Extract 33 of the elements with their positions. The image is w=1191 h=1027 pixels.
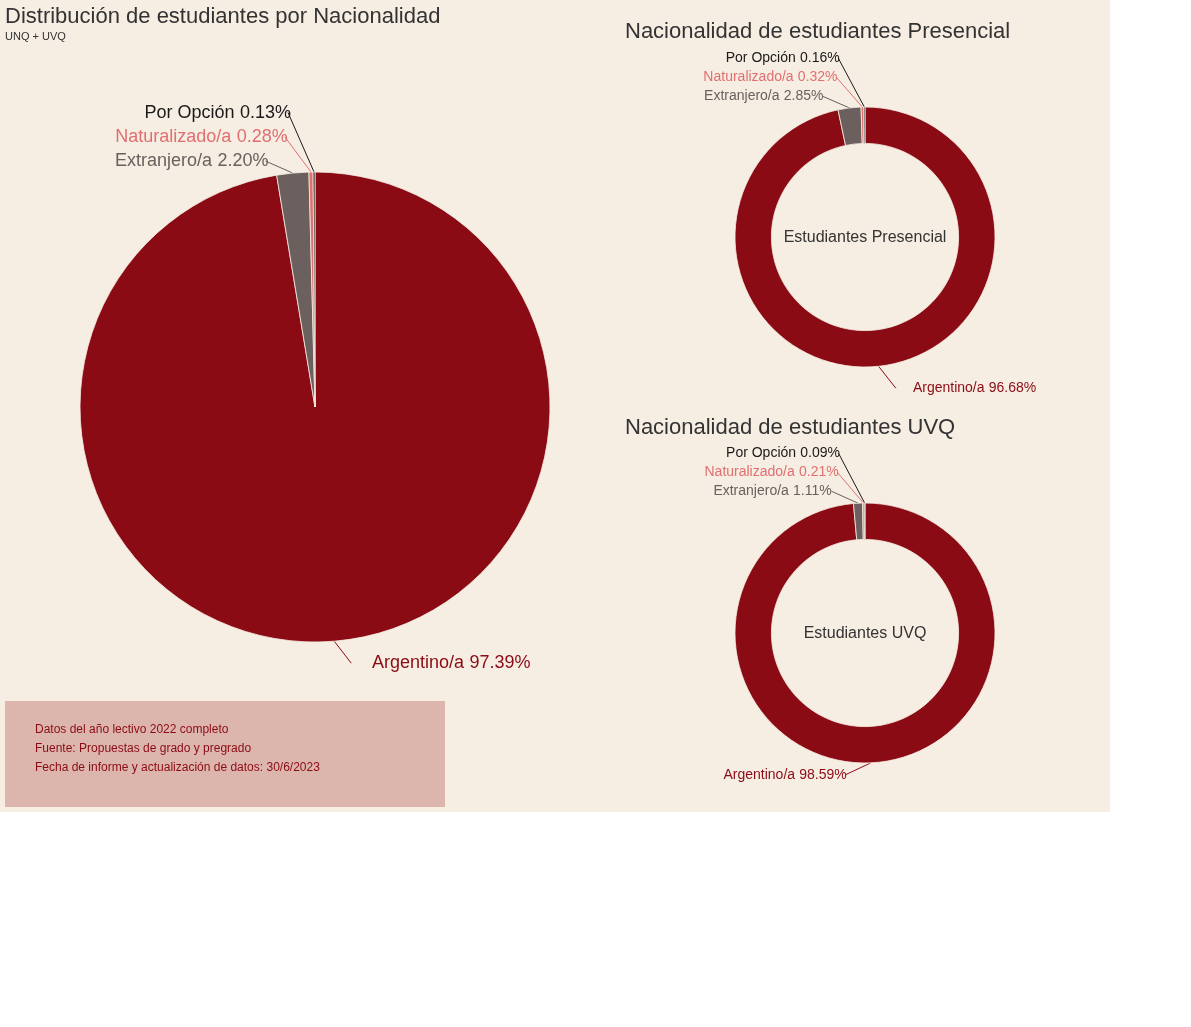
data-label: 97.39%	[469, 652, 531, 673]
slice-label: Naturalizado/a	[703, 68, 794, 85]
data-label: 1.11%	[793, 482, 832, 499]
slice-label: Por Opción	[144, 101, 235, 122]
slice-label: Argentino/a	[723, 765, 796, 782]
source-note: Fuente: Propuestas de grado y pregrado	[35, 741, 252, 755]
text: Fecha de informe y actualización de datos: 30/6/2023	[35, 760, 321, 774]
slice-label: Argentino/a	[912, 379, 985, 396]
chart-title: Nacionalidad de estudiantes UVQ	[625, 414, 956, 439]
chart-title: Nacionalidad de estudiantes Presencial	[625, 18, 1011, 43]
data-label: 96.68%	[988, 379, 1037, 396]
data-label: 2.20%	[217, 150, 269, 171]
data-label: 0.13%	[239, 101, 291, 122]
slice-label: Por Opción	[725, 49, 796, 66]
data-label: 2.85%	[783, 87, 824, 104]
data-label: 98.59%	[799, 765, 847, 782]
data-label: 0.28%	[236, 125, 288, 146]
slice-label: Por Opción	[726, 444, 797, 461]
slice-label: Naturalizado/a	[115, 125, 233, 146]
data-label: 0.16%	[799, 49, 840, 66]
chart-title: Distribución de estudiantes por Nacionalidad	[5, 3, 441, 28]
text: Datos del año lectivo 2022 completo	[35, 722, 229, 736]
slice-label: Extranjero/a	[115, 150, 214, 171]
data-label: 0.32%	[797, 68, 838, 85]
data-label: 0.09%	[800, 444, 840, 461]
slice-label: Extranjero/a	[713, 482, 790, 499]
slice-label: Argentino/a	[372, 652, 466, 673]
slice-label: Naturalizado/a	[704, 463, 795, 480]
slice-label: Extranjero/a	[704, 87, 780, 104]
chart-subtitle: UNQ + UVQ	[5, 30, 67, 42]
text: Estudiantes UVQ	[803, 624, 927, 641]
data-label: 0.21%	[798, 463, 839, 480]
text: Estudiantes Presencial	[783, 228, 947, 245]
